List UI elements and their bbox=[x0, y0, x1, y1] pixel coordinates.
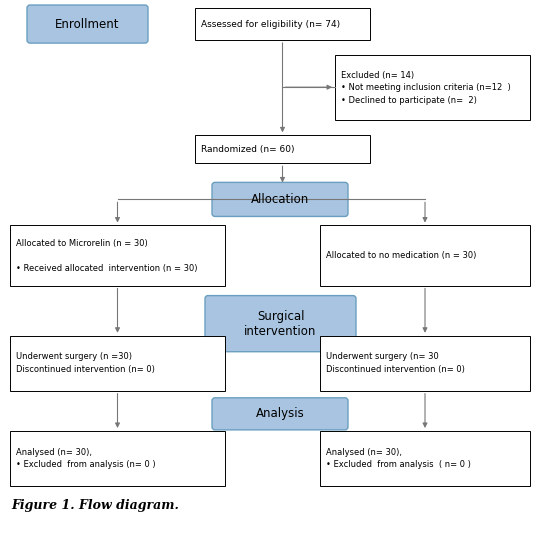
FancyBboxPatch shape bbox=[205, 296, 356, 352]
Text: Analysed (n= 30),
• Excluded  from analysis  ( n= 0 ): Analysed (n= 30), • Excluded from analys… bbox=[326, 448, 471, 469]
Text: Figure 1. Flow diagram.: Figure 1. Flow diagram. bbox=[11, 499, 179, 512]
Text: Analysis: Analysis bbox=[256, 407, 305, 421]
Text: Enrollment: Enrollment bbox=[55, 18, 120, 30]
Text: Underwent surgery (n= 30
Discontinued intervention (n= 0): Underwent surgery (n= 30 Discontinued in… bbox=[326, 352, 465, 374]
Text: Excluded (n= 14)
• Not meeting inclusion criteria (n=12  )
• Declined to partici: Excluded (n= 14) • Not meeting inclusion… bbox=[341, 71, 511, 104]
FancyBboxPatch shape bbox=[10, 431, 225, 486]
FancyBboxPatch shape bbox=[10, 336, 225, 391]
Text: Allocation: Allocation bbox=[251, 193, 309, 206]
Text: Surgical
intervention: Surgical intervention bbox=[244, 310, 317, 338]
Text: Assessed for eligibility (n= 74): Assessed for eligibility (n= 74) bbox=[201, 20, 340, 29]
Text: Allocated to no medication (n = 30): Allocated to no medication (n = 30) bbox=[326, 251, 476, 260]
FancyBboxPatch shape bbox=[320, 336, 530, 391]
Text: Underwent surgery (n =30)
Discontinued intervention (n= 0): Underwent surgery (n =30) Discontinued i… bbox=[16, 352, 155, 374]
Text: Allocated to Microrelin (n = 30)

• Received allocated  intervention (n = 30): Allocated to Microrelin (n = 30) • Recei… bbox=[16, 239, 198, 272]
FancyBboxPatch shape bbox=[195, 135, 370, 163]
FancyBboxPatch shape bbox=[212, 398, 348, 430]
FancyBboxPatch shape bbox=[10, 225, 225, 286]
Text: Randomized (n= 60): Randomized (n= 60) bbox=[201, 145, 294, 154]
FancyBboxPatch shape bbox=[335, 55, 530, 120]
FancyBboxPatch shape bbox=[195, 8, 370, 40]
FancyBboxPatch shape bbox=[212, 182, 348, 216]
FancyBboxPatch shape bbox=[320, 225, 530, 286]
FancyBboxPatch shape bbox=[27, 5, 148, 43]
FancyBboxPatch shape bbox=[320, 431, 530, 486]
Text: Analysed (n= 30),
• Excluded  from analysis (n= 0 ): Analysed (n= 30), • Excluded from analys… bbox=[16, 448, 156, 469]
